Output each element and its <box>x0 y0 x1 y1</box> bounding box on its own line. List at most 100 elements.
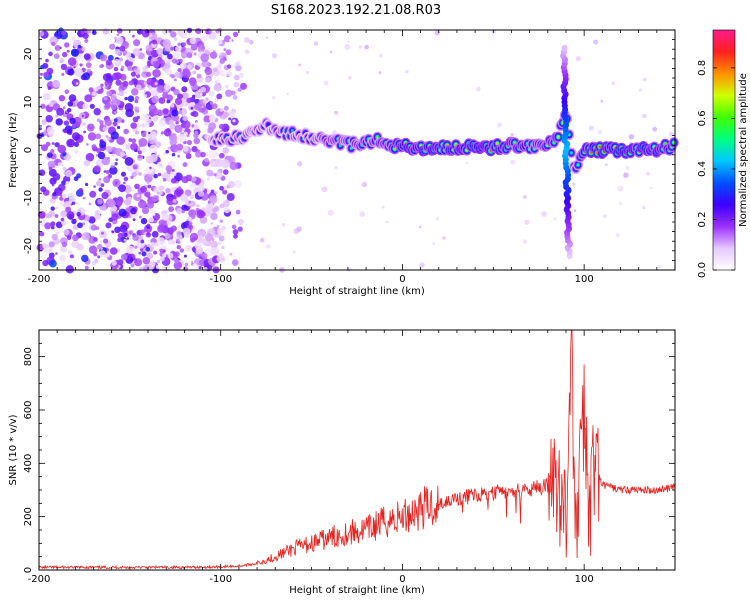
noise-speckle <box>196 209 205 219</box>
noise-speckle <box>114 58 120 65</box>
noise-speckle <box>153 250 158 255</box>
noise-speckle <box>148 86 152 90</box>
noise-speckle <box>176 230 182 236</box>
noise-speckle <box>61 193 67 199</box>
noise-speckle <box>175 121 179 125</box>
noise-speckle <box>130 263 135 268</box>
noise-speckle <box>131 171 137 177</box>
noise-speckle <box>174 71 181 78</box>
noise-speckle <box>135 84 142 90</box>
noise-speckle <box>646 171 650 176</box>
noise-speckle <box>67 68 75 76</box>
noise-speckle <box>195 28 202 35</box>
noise-speckle <box>222 111 229 118</box>
noise-speckle <box>553 217 557 221</box>
noise-speckle <box>510 133 514 137</box>
noise-speckle <box>105 222 112 229</box>
noise-speckle <box>122 80 129 87</box>
noise-speckle <box>141 251 147 257</box>
noise-speckle <box>170 46 175 51</box>
noise-speckle <box>177 186 182 190</box>
x-tick-label: 100 <box>575 574 594 585</box>
noise-speckle <box>218 52 222 56</box>
ridge-cell <box>376 136 379 139</box>
noise-speckle <box>210 160 217 168</box>
noise-speckle <box>77 222 83 229</box>
noise-speckle <box>135 130 140 135</box>
noise-speckle <box>137 150 142 155</box>
noise-speckle <box>59 254 66 262</box>
colorbar-tick-label: 0.0 <box>697 262 708 278</box>
noise-speckle <box>118 184 126 193</box>
noise-speckle <box>189 182 197 189</box>
noise-speckle <box>48 166 53 171</box>
noise-speckle <box>192 70 197 75</box>
noise-speckle <box>85 62 92 68</box>
noise-speckle <box>141 147 147 153</box>
noise-speckle <box>103 170 107 173</box>
noise-speckle <box>145 71 152 78</box>
noise-speckle <box>178 110 183 115</box>
noise-speckle <box>142 257 150 265</box>
noise-speckle <box>196 204 200 208</box>
noise-speckle <box>296 226 302 232</box>
noise-speckle <box>69 254 74 259</box>
noise-speckle <box>152 212 156 216</box>
noise-speckle <box>378 71 382 75</box>
noise-speckle <box>81 46 86 52</box>
noise-speckle <box>198 259 206 267</box>
noise-speckle <box>604 163 608 167</box>
noise-speckle <box>109 43 116 50</box>
noise-speckle <box>642 77 647 82</box>
noise-speckle <box>98 187 103 192</box>
noise-speckle <box>193 132 199 139</box>
colorbar: 0.0 0.2 0.4 0.6 0.8 Normalized spectral ampl… <box>697 29 749 278</box>
x-tick-label: 0 <box>399 574 405 585</box>
noise-speckle <box>105 170 110 174</box>
noise-speckle <box>117 237 122 243</box>
noise-speckle <box>229 159 233 163</box>
noise-speckle <box>87 30 92 34</box>
y-tick-label: 0 <box>23 567 34 573</box>
noise-speckle <box>124 157 134 166</box>
noise-speckle <box>138 266 144 272</box>
y-tick-label: 400 <box>23 454 34 473</box>
noise-speckle <box>497 122 502 128</box>
noise-speckle <box>93 108 101 116</box>
spectrogram-y-ticks: 20 10 0 -10 -20 <box>23 29 675 271</box>
noise-speckle <box>61 72 65 76</box>
noise-speckle <box>216 224 220 228</box>
noise-speckle <box>140 186 147 193</box>
noise-speckle <box>103 238 109 244</box>
noise-speckle <box>588 125 594 131</box>
noise-speckle <box>83 130 86 134</box>
noise-speckle <box>39 127 42 131</box>
noise-speckle <box>176 208 183 215</box>
noise-speckle <box>226 193 235 201</box>
noise-speckle <box>110 95 116 101</box>
noise-speckle <box>81 254 89 263</box>
noise-speckle <box>206 169 214 177</box>
noise-speckle <box>45 213 52 219</box>
noise-speckle <box>205 30 210 35</box>
noise-speckle <box>167 239 174 245</box>
noise-speckle <box>385 220 389 224</box>
noise-speckle <box>170 31 177 38</box>
noise-speckle <box>194 130 198 135</box>
spectrogram-frame <box>38 29 676 271</box>
noise-speckle <box>204 121 209 126</box>
noise-speckle <box>181 209 185 214</box>
noise-speckle <box>266 244 271 249</box>
noise-speckle <box>232 229 239 235</box>
noise-speckle <box>200 86 207 93</box>
noise-speckle <box>175 45 182 53</box>
noise-speckle <box>84 265 89 270</box>
noise-speckle <box>232 31 239 38</box>
noise-speckle <box>222 147 230 154</box>
noise-speckle <box>221 245 225 250</box>
noise-speckle <box>156 161 164 169</box>
noise-speckle <box>134 245 138 249</box>
noise-speckle <box>154 82 158 86</box>
noise-speckle <box>123 239 127 242</box>
noise-speckle <box>222 189 228 195</box>
